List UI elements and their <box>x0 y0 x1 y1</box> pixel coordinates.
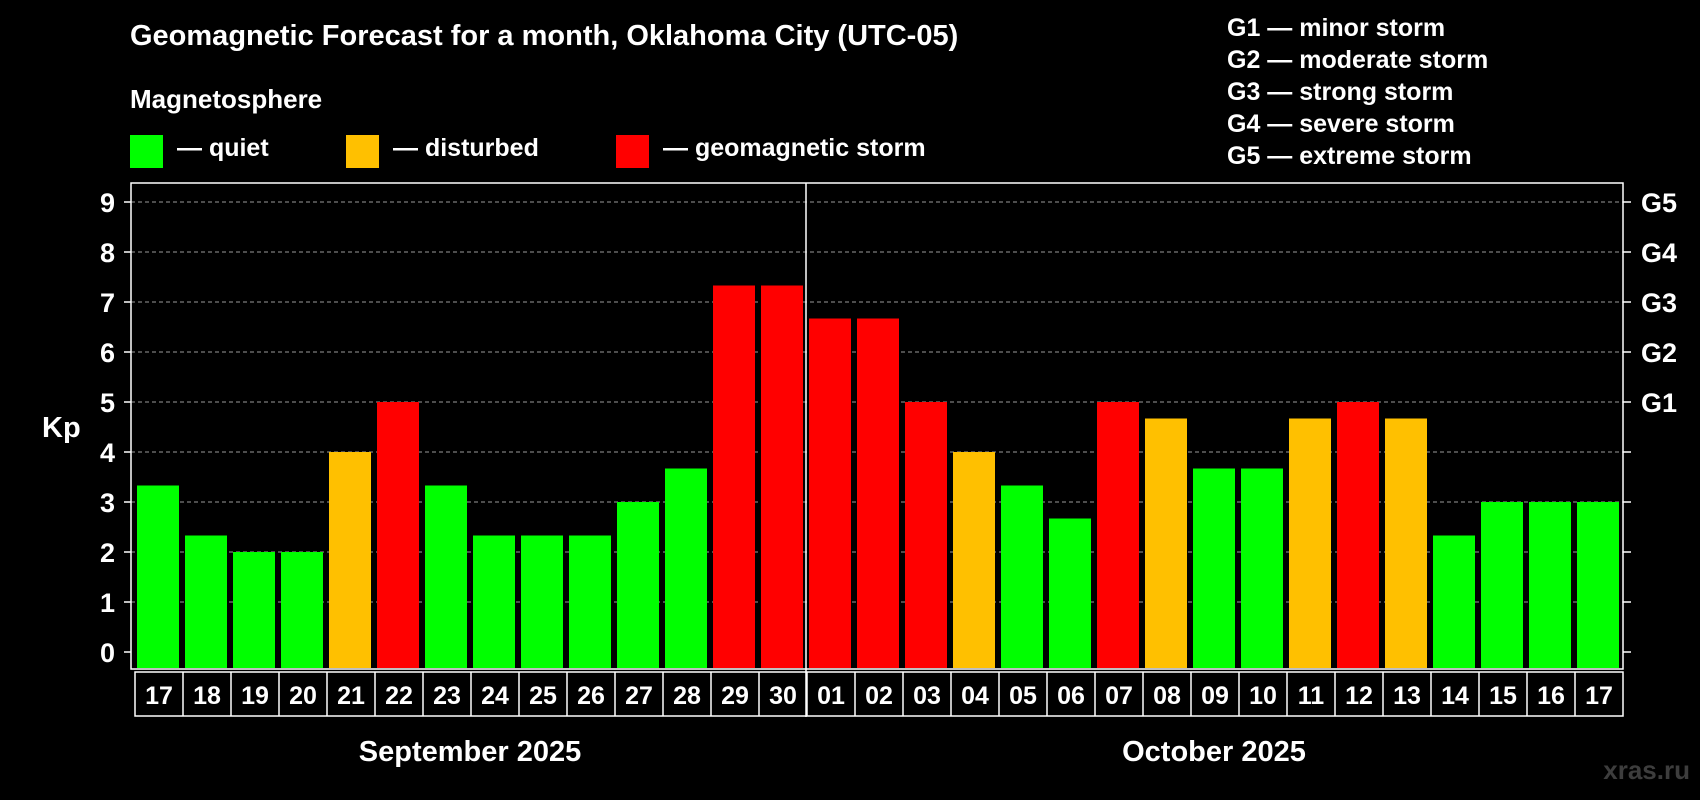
y-axis-label: Kp <box>42 412 81 444</box>
bar <box>1049 518 1091 668</box>
legend-swatch-quiet <box>130 135 163 168</box>
x-tick-label: 18 <box>193 682 221 710</box>
x-tick-label: 30 <box>769 682 797 710</box>
x-tick-label: 07 <box>1105 682 1133 710</box>
legend-label-disturbed: — disturbed <box>393 134 539 162</box>
x-tick-label: 13 <box>1393 682 1421 710</box>
bar <box>905 402 947 668</box>
x-tick-label: 20 <box>289 682 317 710</box>
x-tick-label: 14 <box>1441 682 1469 710</box>
bar <box>617 502 659 668</box>
x-tick-label: 06 <box>1057 682 1085 710</box>
x-tick-label: 29 <box>721 682 749 710</box>
x-tick-label: 11 <box>1298 682 1325 710</box>
y-tick-label: 8 <box>100 238 115 268</box>
month-label-october: October 2025 <box>1122 736 1306 768</box>
bar <box>1241 468 1283 668</box>
bar <box>1385 418 1427 668</box>
chart-title: Geomagnetic Forecast for a month, Oklaho… <box>130 20 959 52</box>
bar <box>1433 535 1475 668</box>
x-tick-label: 16 <box>1537 682 1565 710</box>
legend-label-quiet: — quiet <box>177 134 269 162</box>
x-tick-label: 26 <box>577 682 605 710</box>
bar <box>425 485 467 668</box>
g-axis-label: G3 <box>1641 288 1677 318</box>
bar <box>1481 502 1523 668</box>
g2-legend: G2 — moderate storm <box>1227 46 1489 74</box>
g5-legend: G5 — extreme storm <box>1227 142 1472 170</box>
x-tick-label: 02 <box>865 682 893 710</box>
bar <box>1001 485 1043 668</box>
g-axis-label: G2 <box>1641 338 1677 368</box>
x-tick-label: 19 <box>241 682 269 710</box>
bar <box>1193 468 1235 668</box>
x-tick-label: 03 <box>913 682 941 710</box>
x-tick-label: 17 <box>145 682 173 710</box>
y-tick-label: 1 <box>100 588 115 618</box>
x-tick-label: 01 <box>817 682 845 710</box>
bar <box>185 535 227 668</box>
date-axis-frame <box>134 671 1624 717</box>
x-tick-label: 21 <box>337 682 365 710</box>
bar <box>1289 418 1331 668</box>
y-tick-label: 7 <box>100 288 115 318</box>
x-tick-label: 04 <box>961 682 989 710</box>
watermark: xras.ru <box>1603 755 1690 785</box>
plot-frame <box>130 182 1624 670</box>
g1-legend: G1 — minor storm <box>1227 14 1446 42</box>
bar <box>761 285 803 668</box>
x-tick-label: 22 <box>385 682 413 710</box>
bar <box>233 552 275 668</box>
bar <box>1529 502 1571 668</box>
g-axis-label: G5 <box>1641 188 1677 218</box>
x-tick-label: 08 <box>1153 682 1181 710</box>
g4-legend: G4 — severe storm <box>1227 110 1455 138</box>
y-tick-label: 2 <box>100 538 115 568</box>
magnetosphere-label: Magnetosphere <box>130 84 323 114</box>
x-tick-label: 23 <box>433 682 461 710</box>
x-tick-label: 27 <box>625 682 653 710</box>
y-tick-label: 6 <box>100 338 115 368</box>
y-tick-label: 9 <box>100 188 115 218</box>
legend-swatch-disturbed <box>346 135 379 168</box>
g-axis-label: G4 <box>1641 238 1677 268</box>
bar <box>809 318 851 668</box>
x-tick-label: 17 <box>1585 682 1613 710</box>
bar <box>521 535 563 668</box>
bar <box>665 468 707 668</box>
legend-label-storm: — geomagnetic storm <box>663 134 926 162</box>
bar <box>1577 502 1619 668</box>
x-tick-label: 24 <box>481 682 509 710</box>
bar <box>713 285 755 668</box>
g-axis-label: G1 <box>1641 388 1677 418</box>
legend-swatch-storm <box>616 135 649 168</box>
bar <box>857 318 899 668</box>
y-tick-label: 4 <box>100 438 115 468</box>
bar <box>473 535 515 668</box>
bar <box>329 452 371 668</box>
x-tick-label: 28 <box>673 682 701 710</box>
bar <box>1097 402 1139 668</box>
g3-legend: G3 — strong storm <box>1227 78 1454 106</box>
bar <box>569 535 611 668</box>
x-tick-label: 15 <box>1489 682 1517 710</box>
bar <box>137 485 179 668</box>
y-tick-label: 0 <box>100 638 115 668</box>
x-tick-label: 09 <box>1201 682 1229 710</box>
bar <box>377 402 419 668</box>
bar <box>281 552 323 668</box>
bar <box>953 452 995 668</box>
y-tick-label: 3 <box>100 488 115 518</box>
month-label-september: September 2025 <box>358 736 582 768</box>
bar <box>1337 402 1379 668</box>
x-tick-label: 25 <box>529 682 557 710</box>
x-tick-label: 12 <box>1345 682 1373 710</box>
y-tick-label: 5 <box>100 388 115 418</box>
x-tick-label: 05 <box>1009 682 1037 710</box>
x-tick-label: 10 <box>1249 682 1277 710</box>
bar <box>1145 418 1187 668</box>
